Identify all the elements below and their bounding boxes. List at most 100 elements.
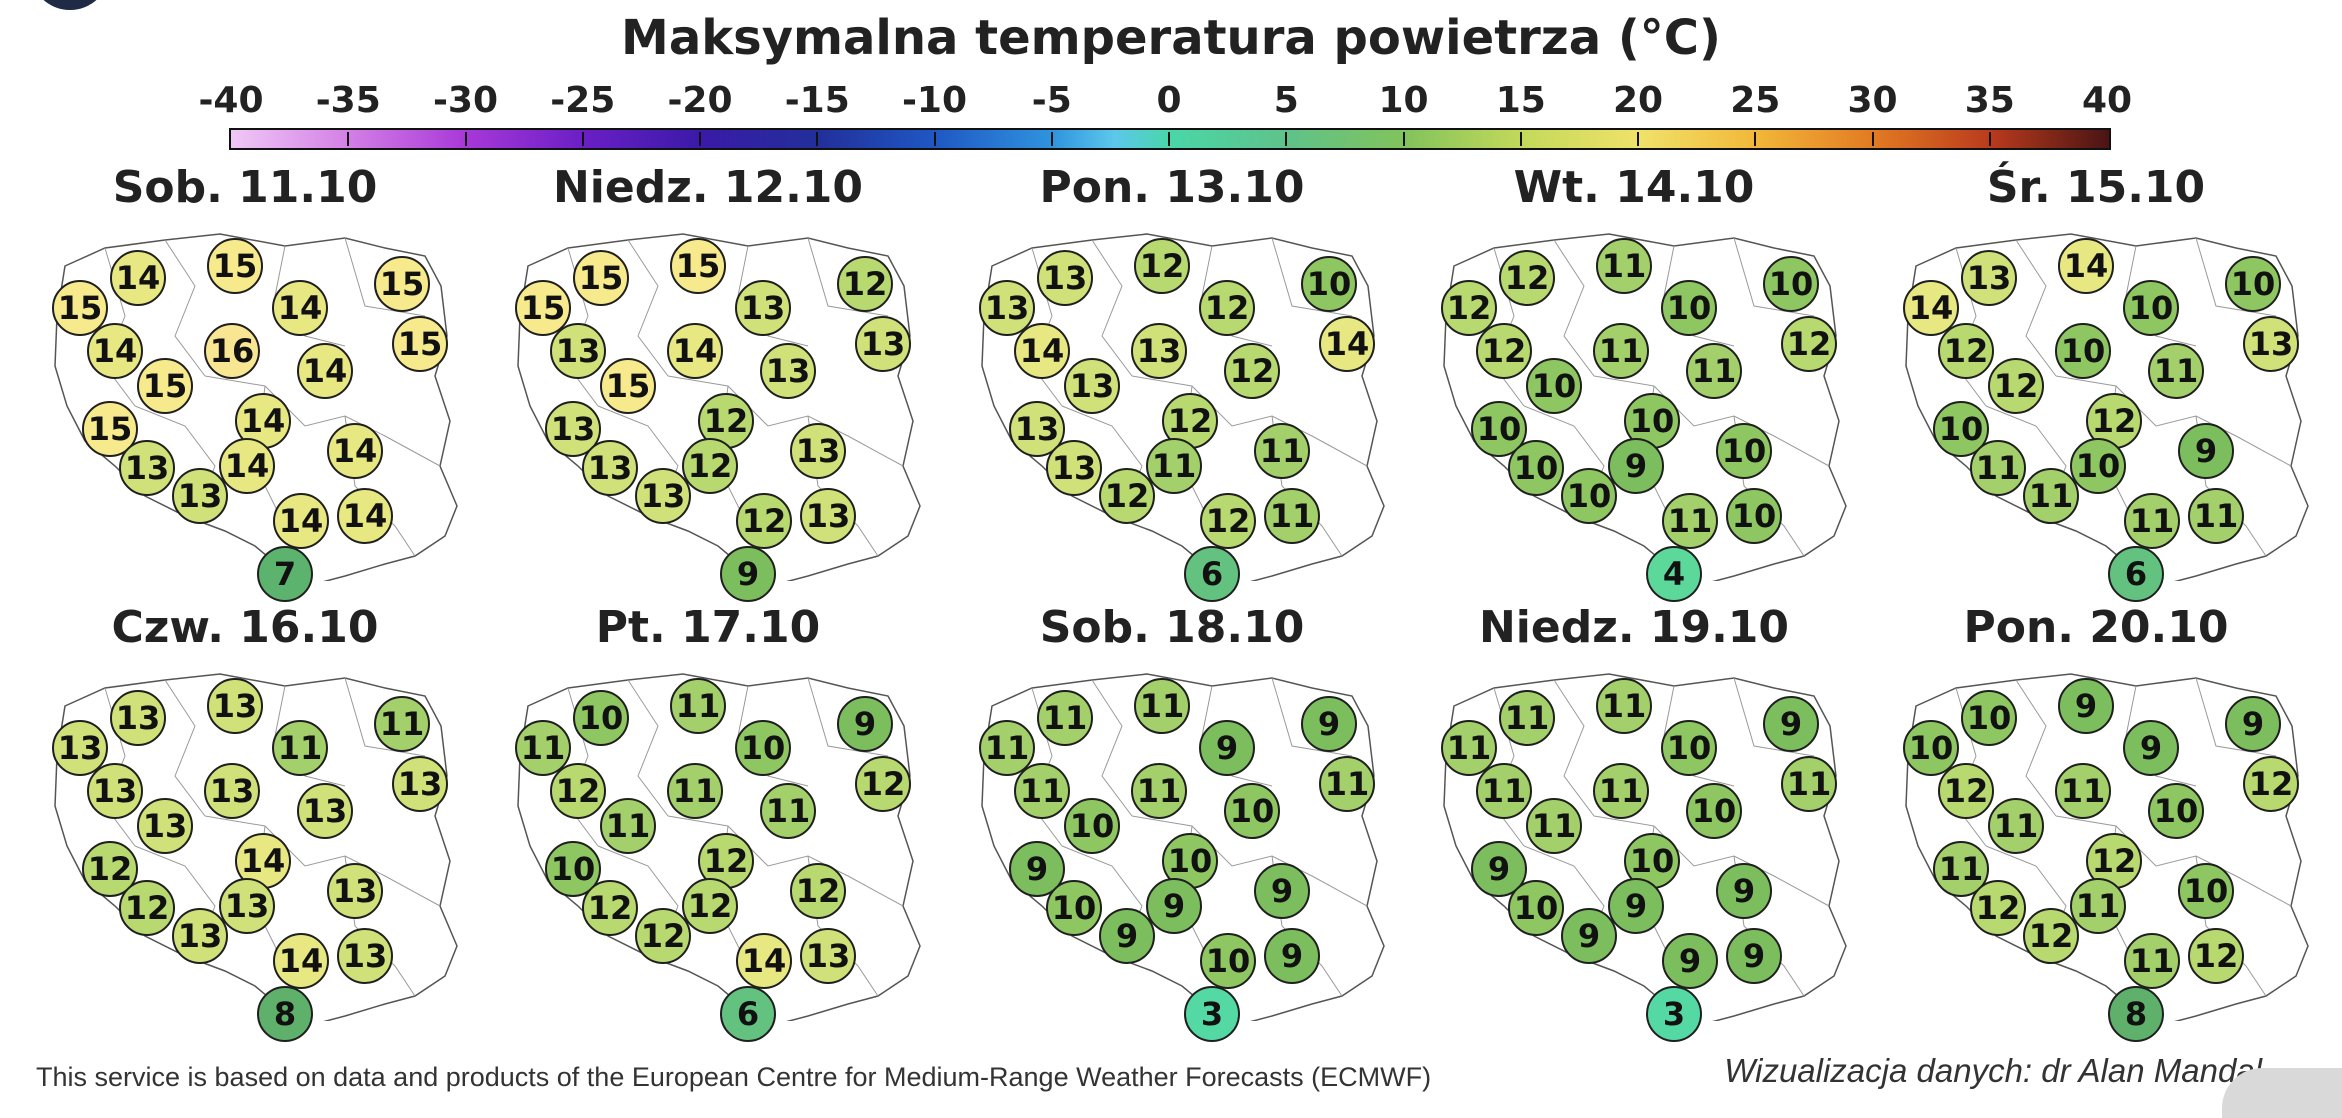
temperature-marker: 11 — [600, 798, 656, 854]
panel-date-title: Niedz. 19.10 — [1478, 602, 1790, 653]
temperature-marker: 11 — [2124, 933, 2180, 989]
temperature-marker: 14 — [736, 933, 792, 989]
temperature-marker: 10 — [2123, 280, 2179, 336]
colorbar-tick-mark — [347, 132, 350, 146]
temperature-marker: 6 — [2108, 546, 2164, 602]
temperature-marker: 10 — [1686, 783, 1742, 839]
colorbar-tick-label: 10 — [1378, 80, 1429, 121]
temperature-marker: 12 — [582, 880, 638, 936]
temperature-marker: 10 — [545, 841, 601, 897]
temperature-marker: 12 — [1970, 880, 2026, 936]
temperature-marker: 12 — [1781, 316, 1837, 372]
temperature-marker: 11 — [1476, 763, 1532, 819]
temperature-marker: 13 — [1037, 250, 1093, 306]
temperature-marker: 9 — [837, 696, 893, 752]
temperature-marker: 10 — [1046, 880, 1102, 936]
region-border — [344, 237, 426, 317]
temperature-marker: 11 — [374, 696, 430, 752]
temperature-marker: 11 — [1933, 841, 1989, 897]
region-border — [667, 815, 904, 907]
author-credit: Wizualizacja danych: dr Alan Mandal — [1724, 1052, 2262, 1089]
temperature-marker: 14 — [273, 493, 329, 549]
temperature-marker: 10 — [2178, 863, 2234, 919]
region-border — [204, 815, 441, 907]
temperature-marker: 9 — [1009, 841, 1065, 897]
temperature-marker: 9 — [1561, 908, 1617, 964]
colorbar-tick-label: 5 — [1273, 80, 1299, 121]
temperature-marker: 10 — [1763, 256, 1819, 312]
temperature-marker: 14 — [273, 933, 329, 989]
temperature-marker: 13 — [1064, 358, 1120, 414]
temperature-marker: 10 — [2070, 438, 2126, 494]
panel-date-title: Sob. 11.10 — [112, 162, 378, 213]
temperature-marker: 13 — [790, 423, 846, 479]
poland-map: 11 11 11 10 9 11 11 11 10 11 9 10 9 10 9 9 9 9 3 — [1434, 666, 1854, 1042]
poland-map: 14 15 15 14 15 16 14 15 14 15 15 14 14 13 14 13 14 14 7 — [45, 226, 465, 602]
temperature-marker: 16 — [204, 323, 260, 379]
temperature-marker: 14 — [337, 488, 393, 544]
temperature-marker: 10 — [1064, 798, 1120, 854]
forecast-panel: Sob. 18.10 11 11 11 9 9 11 11 10 10 11 9 10 9 10 9 9 10 9 3 — [952, 602, 1392, 1042]
temperature-marker: 15 — [573, 250, 629, 306]
temperature-marker: 10 — [2148, 783, 2204, 839]
temperature-marker: 13 — [760, 343, 816, 399]
region-border — [627, 239, 669, 377]
region-border — [1131, 375, 1368, 467]
colorbar-tick-mark — [1285, 132, 1288, 146]
forecast-panel: Czw. 16.10 13 13 13 11 11 13 13 13 13 13 12 14 13 12 13… — [25, 602, 465, 1042]
region-border — [627, 679, 669, 817]
temperature-marker: 12 — [1134, 238, 1190, 294]
region-border — [1593, 815, 1830, 907]
poland-map: 10 11 11 10 9 11 12 11 11 12 10 12 12 12 12 12 14 13 6 — [508, 666, 928, 1042]
region-border — [2055, 815, 2292, 907]
corner-overlay — [2222, 1068, 2342, 1118]
temperature-marker: 13 — [219, 878, 275, 934]
temperature-marker: 9 — [1662, 933, 1718, 989]
colorbar-tick-label: 20 — [1612, 80, 1664, 121]
temperature-marker: 10 — [1726, 488, 1782, 544]
temperature-marker: 11 — [1134, 678, 1190, 734]
forecast-panel: Sob. 11.10 14 15 15 14 15 16 14 15 14 15 15 14 14 13 14… — [25, 162, 465, 602]
temperature-marker: 13 — [297, 783, 353, 839]
temperature-marker: 9 — [2123, 720, 2179, 776]
temperature-marker: 6 — [1184, 546, 1240, 602]
forecast-panel: Pon. 20.10 10 9 10 9 9 11 12 11 10 12 11 12 10 12 11 12 1… — [1876, 602, 2316, 1042]
temperature-marker: 15 — [392, 316, 448, 372]
temperature-marker: 9 — [2058, 678, 2114, 734]
colorbar-tick-mark — [1637, 132, 1639, 146]
colorbar-tick-mark — [1988, 132, 1991, 146]
forecast-panel: Wt. 14.10 12 11 12 10 10 11 12 10 11 12 10 10 10 10 9 10… — [1414, 162, 1854, 602]
temperature-marker: 11 — [2124, 493, 2180, 549]
temperature-marker: 8 — [2108, 986, 2164, 1042]
temperature-marker: 14 — [219, 438, 275, 494]
temperature-marker: 13 — [735, 280, 791, 336]
temperature-marker: 13 — [855, 316, 911, 372]
temperature-marker: 8 — [257, 986, 313, 1042]
temperature-marker: 11 — [2070, 878, 2126, 934]
temperature-marker: 13 — [87, 763, 143, 819]
temperature-marker: 12 — [1938, 763, 1994, 819]
temperature-marker: 3 — [1646, 986, 1702, 1042]
temperature-marker: 10 — [1716, 423, 1772, 479]
temperature-marker: 14 — [1319, 316, 1375, 372]
temperature-marker: 10 — [1508, 880, 1564, 936]
temperature-marker: 13 — [172, 468, 228, 524]
temperature-marker: 12 — [635, 908, 691, 964]
temperature-marker: 13 — [207, 678, 263, 734]
temperature-marker: 11 — [670, 678, 726, 734]
panel-date-title: Czw. 16.10 — [111, 602, 379, 653]
region-border — [2195, 677, 2277, 757]
region-border — [667, 375, 904, 467]
colorbar-tick-label: 15 — [1495, 80, 1546, 121]
panel-date-title: Pt. 17.10 — [595, 602, 821, 653]
temperature-marker: 13 — [119, 440, 175, 496]
temperature-marker: 13 — [545, 401, 601, 457]
temperature-marker: 11 — [667, 763, 723, 819]
colorbar-tick-label: -15 — [784, 80, 850, 121]
colorbar-tick-label: 35 — [1964, 80, 2015, 121]
temperature-marker: 12 — [736, 493, 792, 549]
colorbar-tick-mark — [1402, 132, 1405, 146]
temperature-marker: 12 — [855, 756, 911, 812]
poland-map: 13 13 13 11 11 13 13 13 13 13 12 14 13 12 13 13 14 13 8 — [45, 666, 465, 1042]
temperature-marker: 14 — [235, 833, 291, 889]
